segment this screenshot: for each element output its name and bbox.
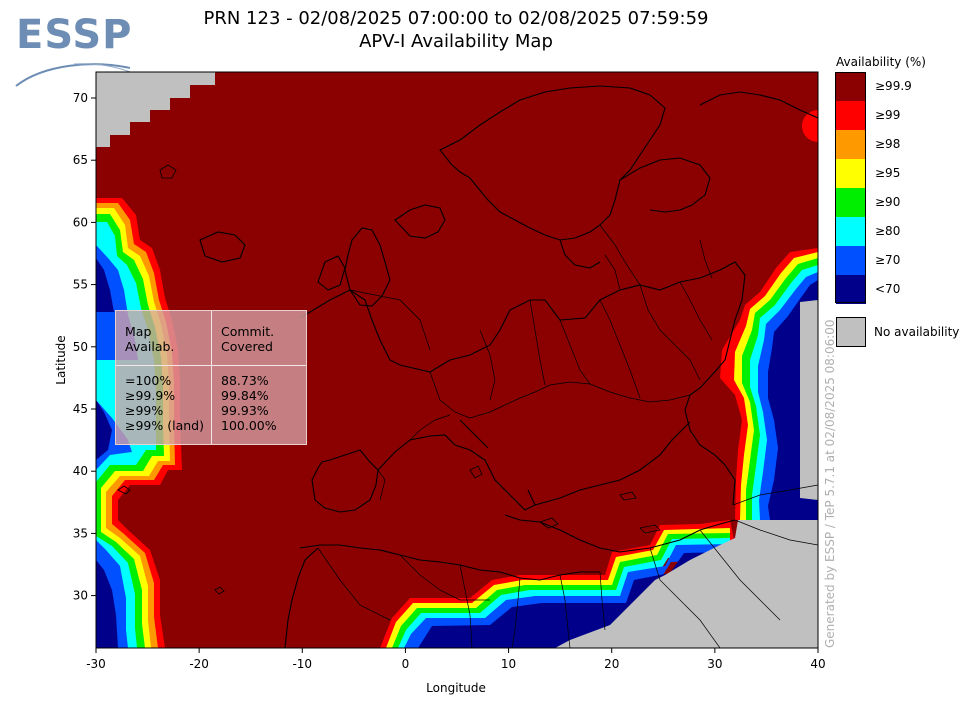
stats-map-value: =100% <box>125 373 172 388</box>
x-tick-label: 30 <box>707 657 722 671</box>
contour-below70-b <box>96 400 112 460</box>
legend-label: ≥99.9 <box>875 79 912 93</box>
legend-swatch <box>836 101 866 130</box>
stats-covered-values: 88.73% 99.84% 99.93% 100.00% <box>221 373 277 433</box>
logo-text: ESSP <box>16 12 133 58</box>
y-tick-label: 35 <box>73 526 88 540</box>
y-axis-label: Latitude <box>54 335 68 384</box>
country-borders <box>317 224 818 648</box>
x-tick-label: -10 <box>292 657 312 671</box>
legend-no-availability-label: No availability <box>874 325 960 339</box>
contour-south-70 <box>404 544 730 648</box>
stats-header-map-availability: Map Availab. <box>125 324 175 354</box>
legend-label: ≥90 <box>875 195 901 209</box>
legend-swatch <box>836 130 866 159</box>
stats-covered-value: 99.84% <box>221 388 269 403</box>
x-tick-label: 0 <box>402 657 410 671</box>
legend-label: ≥70 <box>875 253 901 267</box>
essp-logo: ESSP <box>14 12 133 87</box>
stats-map-values: =100% ≥99.9% ≥99% ≥99% (land) <box>125 373 204 433</box>
coastlines <box>199 85 818 648</box>
y-axis-ticks: 70 65 60 55 50 45 40 35 30 <box>73 91 96 603</box>
legend-swatch <box>836 159 866 188</box>
no-availability-nw <box>96 72 215 147</box>
contour-below70-c <box>96 560 118 648</box>
x-tick-label: 40 <box>810 657 825 671</box>
stats-map-value: ≥99% <box>125 403 164 418</box>
x-tick-label: -30 <box>86 657 106 671</box>
map-title: PRN 123 - 02/08/2025 07:00:00 to 02/08/2… <box>203 8 709 29</box>
legend-swatch <box>836 275 866 304</box>
y-tick-label: 30 <box>73 589 88 603</box>
no-availability-east-edge <box>800 300 818 500</box>
legend-label: ≥80 <box>875 224 901 238</box>
plot-frame <box>95 71 819 649</box>
stats-covered-value: 99.93% <box>221 403 269 418</box>
legend-swatch <box>836 188 866 217</box>
stats-covered-value: 100.00% <box>221 418 277 433</box>
legend-swatch <box>836 246 866 275</box>
contour-below70-a <box>96 258 114 312</box>
legend-label: ≥98 <box>875 137 901 151</box>
x-tick-label: 10 <box>501 657 516 671</box>
stats-map-value: ≥99% (land) <box>125 418 204 433</box>
legend-swatch <box>836 72 866 101</box>
coverage-stats-table: Map Availab. Commit. Covered =100% ≥99.9… <box>115 310 307 445</box>
islands <box>117 164 661 595</box>
y-tick-label: 55 <box>73 278 88 292</box>
logo-swoosh <box>15 63 131 87</box>
legend-no-availability-swatch <box>836 317 866 347</box>
contour-ne-99 <box>802 110 818 142</box>
y-tick-label: 40 <box>73 464 88 478</box>
no-availability-se <box>555 498 818 648</box>
stats-covered-value: 88.73% <box>221 373 269 388</box>
y-tick-label: 65 <box>73 153 88 167</box>
y-tick-label: 60 <box>73 215 88 229</box>
legend-label: <70 <box>875 282 901 296</box>
contour-south-below70 <box>418 552 730 648</box>
map-subtitle: APV-I Availability Map <box>359 31 553 52</box>
stats-header-committed-covered: Commit. Covered <box>221 324 275 354</box>
stats-map-value: ≥99.9% <box>125 388 176 403</box>
y-tick-label: 70 <box>73 91 88 105</box>
legend-swatch <box>836 217 866 246</box>
x-tick-label: -20 <box>189 657 209 671</box>
y-tick-label: 45 <box>73 402 88 416</box>
x-axis-label: Longitude <box>426 681 486 695</box>
legend-label: ≥95 <box>875 166 901 180</box>
x-axis-ticks: -30 -20 -10 0 10 20 30 40 <box>86 648 826 671</box>
x-tick-label: 20 <box>604 657 619 671</box>
generated-by-text: Generated by ESSP / TeP 5.7.1 at 02/08/2… <box>823 319 837 648</box>
legend-title: Availability (%) <box>836 55 926 69</box>
legend-label: ≥99 <box>875 108 901 122</box>
y-tick-label: 50 <box>73 340 88 354</box>
